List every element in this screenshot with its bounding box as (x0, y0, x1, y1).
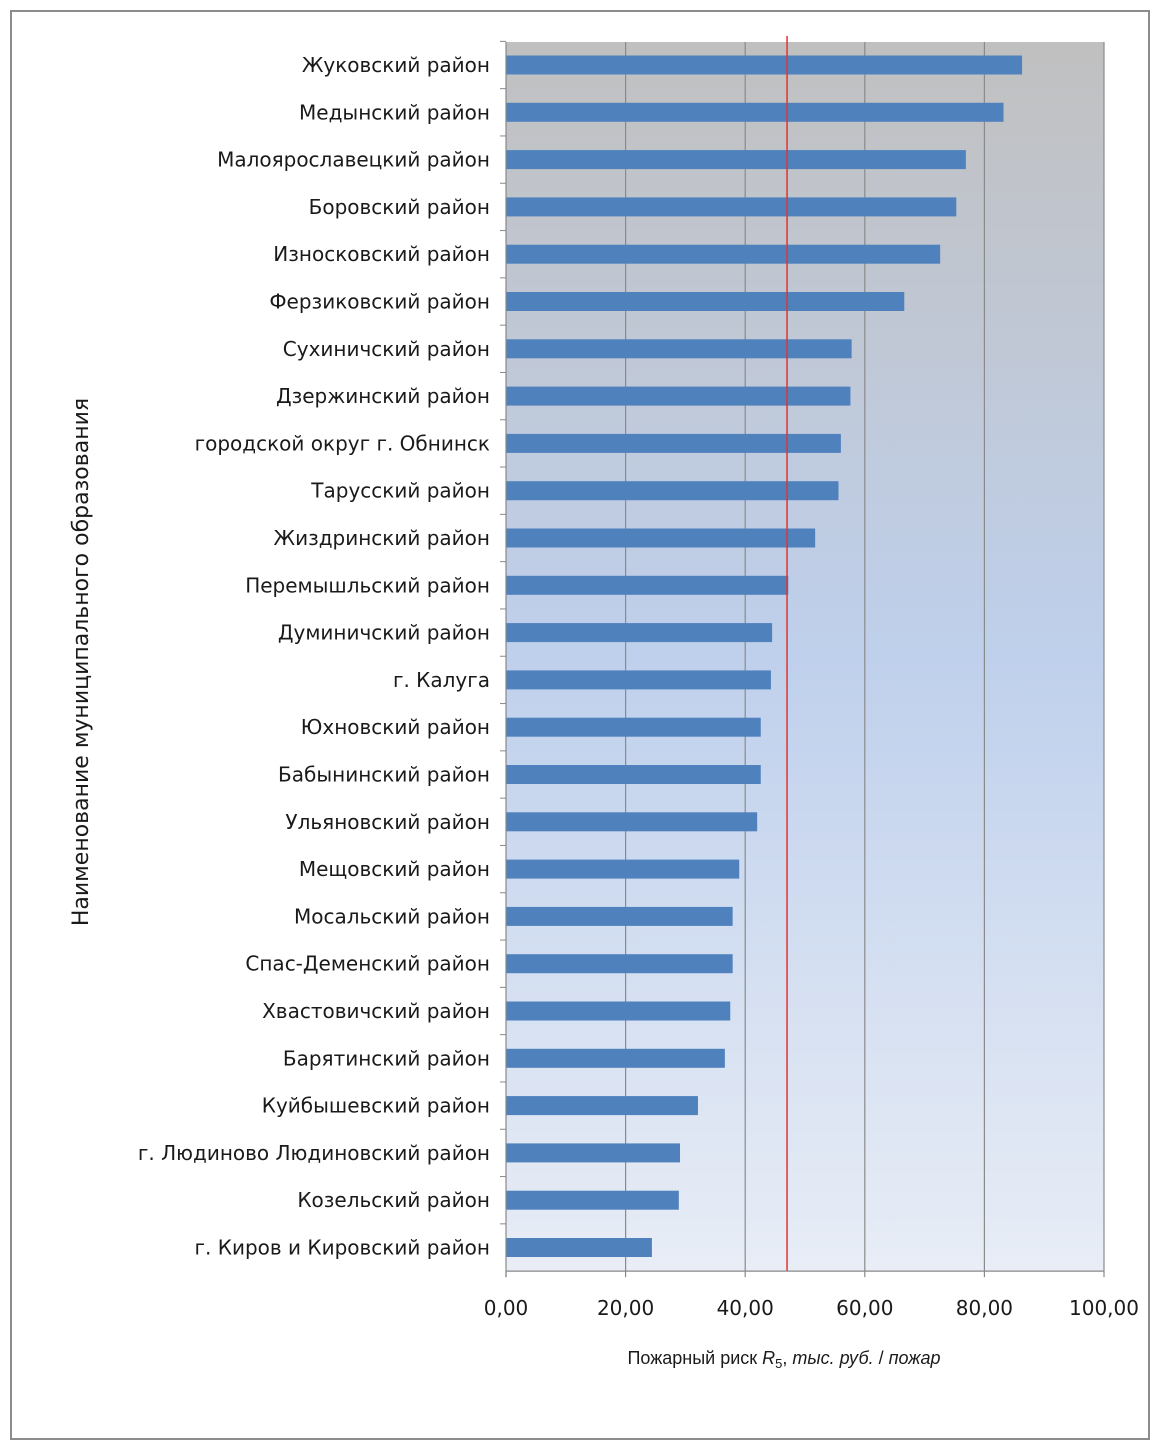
category-label: Козельский район (297, 1188, 490, 1212)
chart-frame: Жуковский район Медынский район Малояросла… (10, 10, 1150, 1440)
bar (506, 670, 771, 690)
bar (506, 244, 941, 264)
x-axis-title-prefix: Пожарный риск (627, 1348, 762, 1368)
x-tick-label: 100,00 (1069, 1296, 1139, 1320)
bar-chart: Жуковский район Медынский район Малояросла… (69, 36, 1139, 1371)
bar (506, 954, 733, 974)
bar (506, 150, 966, 170)
plot-area (506, 42, 1104, 1272)
x-tick-label: 20,00 (597, 1296, 654, 1320)
x-tick-label: 0,00 (484, 1296, 529, 1320)
x-axis-title-unit: тыс. руб. (792, 1348, 873, 1368)
category-label: Спас-Деменский район (245, 952, 490, 976)
bar (506, 481, 839, 501)
category-label: Дзержинский район (276, 384, 490, 408)
category-label: Боровский район (309, 195, 490, 219)
y-axis-title: Наименование муниципального образования (69, 398, 94, 926)
bar (506, 55, 1023, 75)
category-label: Медынский район (299, 100, 490, 124)
category-label: Куйбышевский район (262, 1094, 490, 1118)
bar (506, 1001, 731, 1021)
category-label: Жиздринский район (274, 526, 490, 550)
x-axis-title-slash: / (874, 1348, 889, 1368)
x-tick-labels: 0,00 20,00 40,00 60,00 80,00 100,00 (484, 1296, 1139, 1320)
category-label: Тарусский район (310, 479, 490, 503)
bar (506, 386, 851, 406)
category-label: городской округ г. Обнинск (195, 431, 490, 455)
category-label: Мещовский район (299, 857, 490, 881)
bar (506, 528, 816, 548)
category-label: Сухиничский район (283, 337, 490, 361)
x-axis-title-symbol: R (762, 1348, 775, 1368)
x-axis-title-sep: , (782, 1348, 792, 1368)
bar (506, 339, 852, 359)
category-label: Ульяновский район (285, 810, 490, 834)
x-tick-label: 40,00 (717, 1296, 774, 1320)
category-labels: Жуковский район Медынский район Малояросла… (138, 53, 490, 1260)
category-label: Износковский район (273, 242, 490, 266)
category-label: Думиничский район (278, 621, 490, 645)
bar (506, 102, 1004, 122)
bar (506, 1096, 698, 1116)
bar (506, 765, 761, 784)
bar (506, 197, 957, 217)
bars (506, 55, 1023, 1257)
x-tick-label: 80,00 (956, 1296, 1013, 1320)
category-label: Юхновский район (301, 715, 490, 739)
bar (506, 575, 789, 595)
bar (506, 1238, 652, 1257)
bar (506, 1143, 681, 1163)
bar (506, 1190, 679, 1210)
category-label: Мосальский район (294, 904, 490, 928)
x-axis-title: Пожарный риск R5, тыс. руб. / пожар (627, 1348, 940, 1371)
bar (506, 717, 761, 737)
bar (506, 1048, 725, 1068)
axes (500, 40, 1105, 1278)
x-tick-label: 60,00 (836, 1296, 893, 1320)
x-axis-title-per: пожар (889, 1348, 941, 1368)
category-label: Ферзиковский район (269, 290, 490, 314)
bar (506, 859, 740, 879)
category-label: Жуковский район (302, 53, 490, 77)
x-axis-title-subscript: 5 (775, 1356, 782, 1371)
category-label: г. Калуга (393, 668, 490, 692)
category-label: г. Людиново Людиновский район (138, 1141, 490, 1165)
bar (506, 433, 841, 453)
category-label: Хвастовичский район (262, 999, 490, 1023)
bar (506, 623, 773, 643)
category-label: Барятинский район (283, 1046, 490, 1070)
bar (506, 906, 733, 926)
bar (506, 812, 758, 832)
category-label: г. Киров и Кировский район (195, 1236, 490, 1260)
bar (506, 292, 905, 311)
category-label: Бабынинский район (278, 763, 490, 787)
category-label: Перемышльский район (245, 573, 490, 597)
category-label: Малоярославецкий район (217, 148, 490, 172)
